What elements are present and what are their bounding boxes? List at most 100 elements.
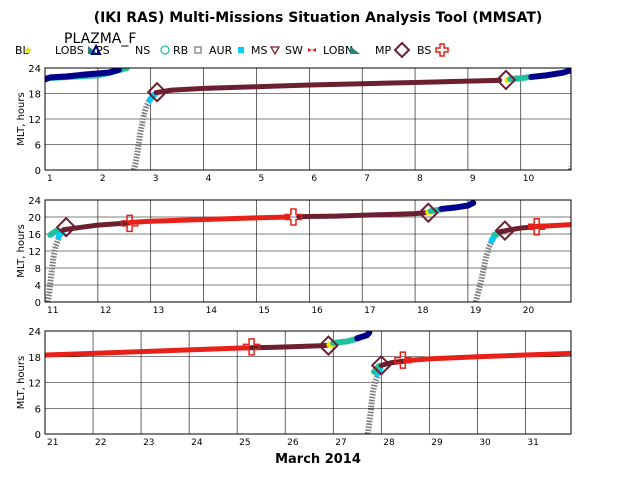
mission-name: PLAZMA_F <box>64 31 136 47</box>
data-point <box>493 234 495 236</box>
x-tick-label: 23 <box>143 438 154 448</box>
data-point <box>143 114 145 116</box>
legend-item-mp: MP <box>375 41 411 59</box>
data-point <box>136 154 138 156</box>
mp-crossing-marker <box>370 354 392 376</box>
data-point <box>92 352 94 354</box>
trajectory-segment-rb <box>364 375 381 434</box>
legend-label: SW <box>285 44 303 57</box>
x-tick-label: 6 <box>311 174 317 184</box>
data-point <box>368 422 370 424</box>
panel-2: 11 12 13 14 15 16 17 18 19 20 0 4 8 12 16 20 24 MLT, hour… <box>16 196 572 316</box>
legend-label: LOBN <box>323 44 353 57</box>
x-tick-label: 27 <box>335 438 346 448</box>
data-point <box>49 282 51 284</box>
data-point <box>562 72 564 74</box>
x-tick-label: 12 <box>100 306 111 316</box>
legend-item-bl: BL <box>15 44 32 57</box>
data-point <box>376 373 379 375</box>
y-tick-label: 6 <box>35 404 41 415</box>
x-tick-label: 24 <box>191 438 203 448</box>
trajectory-segment-ps <box>438 200 477 212</box>
legend-item-ns: NS <box>135 44 170 57</box>
trajectory-segment-ps <box>45 68 123 83</box>
x-tick-label: 26 <box>287 438 299 448</box>
x-tick-label: 31 <box>527 438 538 448</box>
data-point <box>81 226 83 228</box>
y-axis-label: MLT, hours <box>16 356 27 409</box>
data-point <box>308 84 310 86</box>
data-point <box>347 340 349 342</box>
data-point <box>520 77 522 79</box>
data-point <box>370 411 372 414</box>
mp-crossing-marker <box>55 216 77 238</box>
data-point <box>530 226 532 228</box>
data-point <box>374 381 376 384</box>
data-point <box>52 256 55 258</box>
data-point <box>530 76 532 78</box>
x-tick-label: 25 <box>239 438 250 448</box>
data-point <box>202 218 205 221</box>
y-tick-label: 6 <box>35 141 41 152</box>
cross-icon <box>435 43 449 57</box>
mp-crossing-marker <box>146 81 168 103</box>
data-point <box>368 332 370 334</box>
data-point <box>414 213 416 215</box>
bs-crossing-marker <box>120 214 139 233</box>
legend-label: BL <box>15 44 30 57</box>
star-icon <box>24 46 32 54</box>
trajectory-segment-ps <box>354 331 373 342</box>
data-point <box>485 254 488 256</box>
legend-item-bs: BS <box>417 43 449 57</box>
legend: BL LOBS PS NS RB AUR MS SW LOBN MP BS <box>15 41 449 59</box>
trajectory-segment-ms <box>249 342 331 351</box>
data-point <box>335 215 337 217</box>
mp-crossing-marker <box>495 69 517 91</box>
data-point <box>51 269 53 271</box>
data-point <box>483 267 485 269</box>
x-tick-label: 2 <box>100 174 106 184</box>
data-point <box>188 349 190 351</box>
x-tick-label: 11 <box>47 306 58 316</box>
y-tick-label: 24 <box>28 196 41 207</box>
data-point <box>49 76 51 78</box>
data-point <box>361 83 363 85</box>
data-point <box>287 216 289 218</box>
panel-3: 21 22 23 24 25 26 27 28 29 30 31 0 6 12 18 24 MLT, hours <box>16 327 572 448</box>
bs-crossing-marker <box>527 218 546 236</box>
legend-label: NS <box>135 44 150 57</box>
data-point <box>54 246 57 248</box>
data-point <box>65 75 67 78</box>
data-point <box>428 358 430 360</box>
y-tick-label: 12 <box>28 247 41 258</box>
data-point <box>491 239 493 241</box>
data-point <box>48 292 50 295</box>
x-tick-label: 4 <box>206 174 212 184</box>
y-axis-label: MLT, hours <box>16 224 27 277</box>
y-tick-label: 4 <box>35 281 41 292</box>
data-point <box>414 81 416 84</box>
x-tick-label: 21 <box>47 438 58 448</box>
trajectory-segment-ms <box>296 210 429 220</box>
y-tick-label: 24 <box>28 327 41 338</box>
legend-label: MP <box>375 44 391 57</box>
plot-frame <box>44 199 572 303</box>
data-point <box>255 86 258 88</box>
x-tick-label: 20 <box>523 306 535 316</box>
trajectory-segment-rb <box>45 236 62 302</box>
data-point <box>128 221 131 224</box>
y-tick-label: 12 <box>28 115 41 126</box>
x-tick-label: 30 <box>479 438 491 448</box>
data-point <box>137 143 140 146</box>
data-point <box>372 390 374 392</box>
data-point <box>356 337 358 339</box>
data-point <box>366 334 368 336</box>
data-point <box>520 227 522 229</box>
data-point <box>49 234 51 236</box>
trajectory-segment-ns <box>47 227 60 238</box>
bowtie-icon <box>308 48 316 52</box>
legend-label: RB <box>173 44 188 57</box>
flag-icon <box>350 46 360 54</box>
